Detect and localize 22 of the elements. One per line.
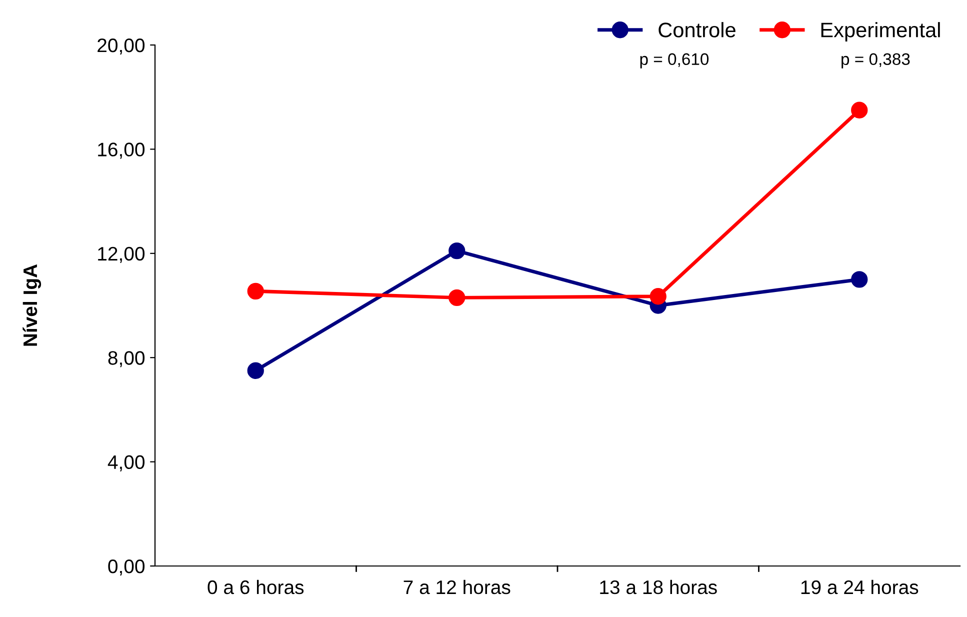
y-axis-title: Nível IgA [22,264,42,346]
x-tick-label: 7 a 12 horas [404,580,510,594]
point [851,271,868,288]
point [851,102,868,118]
y-tick-label: 0,00 [108,559,145,576]
annotation: p = 0,610 [640,53,709,68]
x-tick-label: 0 a 6 horas [208,580,304,594]
x-tick-label: 13 a 18 horas [600,580,717,594]
legend-label: Controle [658,22,736,38]
y-tick-label: 16,00 [98,142,145,159]
point [448,242,466,260]
point [448,289,466,306]
legend-label: Experimental [821,22,940,42]
y-tick-label: 20,00 [98,38,145,55]
point [247,282,264,300]
y-tick-label: 12,00 [98,246,145,263]
point [650,288,666,305]
y-tick-label: 8,00 [108,351,145,368]
y-tick-label: 4,00 [108,455,145,472]
point [247,362,264,379]
x-tick-label: 19 a 24 horas [801,580,918,594]
annotation: p = 0,383 [842,53,910,68]
